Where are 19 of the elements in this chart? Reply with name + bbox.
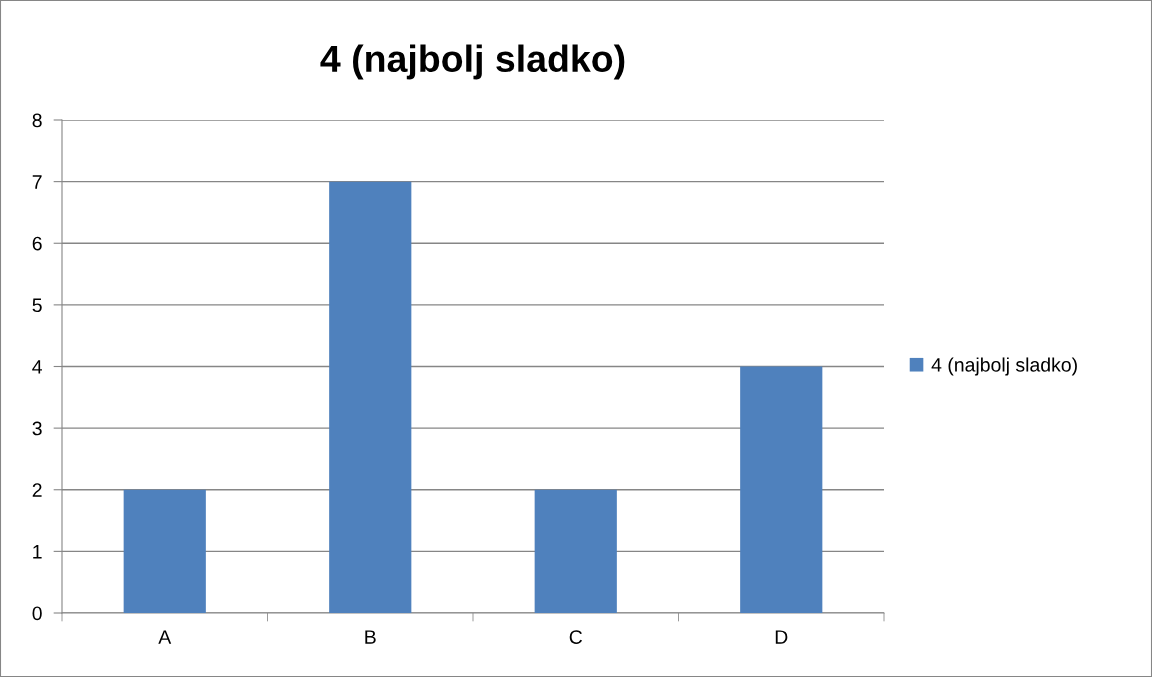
chart-title: 4 (najbolj sladko) (320, 44, 625, 80)
y-tick-label: 7 (32, 175, 42, 189)
y-tick-label: 0 (32, 606, 42, 621)
y-tick-label: 1 (33, 545, 42, 559)
bar (329, 181, 412, 613)
x-tick-label: B (365, 630, 376, 644)
x-tick-label: D (775, 630, 788, 644)
x-tick-label: A (158, 630, 172, 644)
y-tick-label: 6 (32, 236, 42, 251)
bar (740, 366, 823, 613)
y-tick-label: 8 (32, 113, 42, 128)
legend-label: 4 (najbolj sladko) (931, 357, 1077, 376)
y-tick-label: 3 (32, 421, 42, 436)
y-tick-label: 2 (32, 483, 42, 497)
y-tick-label: 5 (32, 298, 42, 313)
y-tick-label: 4 (32, 360, 42, 374)
bar (123, 489, 206, 613)
bar (534, 489, 617, 613)
x-tick-label: C (569, 630, 583, 644)
